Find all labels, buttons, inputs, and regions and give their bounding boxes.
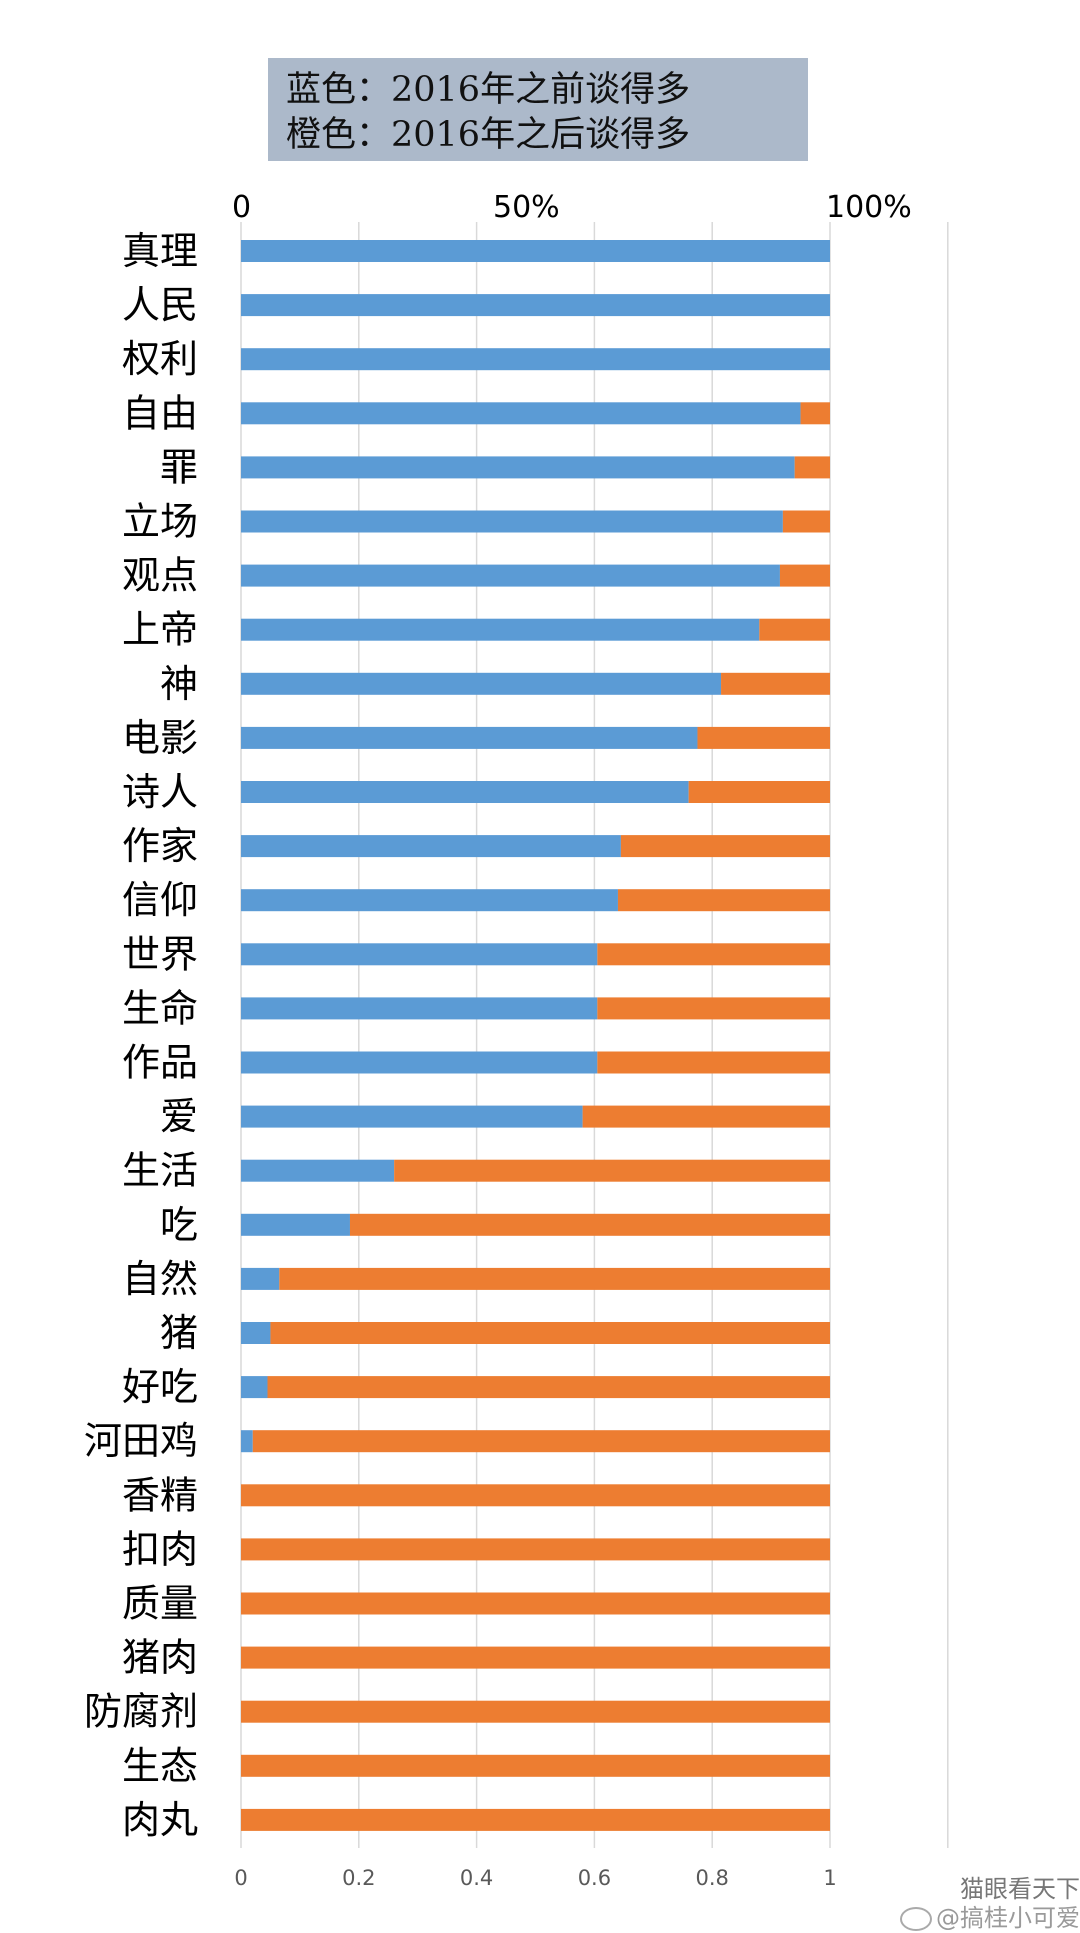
category-label: 真理 [122, 229, 198, 273]
watermark-handle: @搞桂小可爱 [936, 1904, 1080, 1932]
category-label: 自由 [122, 391, 198, 435]
bar-after [241, 1700, 830, 1723]
legend-before: 蓝色：2016年之前谈得多 [286, 70, 691, 110]
bar-before [241, 672, 722, 695]
category-label: 猪 [160, 1311, 198, 1355]
category-label: 河田鸡 [84, 1419, 198, 1463]
category-label: 生态 [122, 1744, 198, 1788]
bar-after [721, 672, 830, 695]
bar-after [800, 402, 830, 425]
bar-before [241, 240, 830, 262]
category-label: 香精 [122, 1473, 198, 1517]
category-label: 作家 [122, 824, 198, 868]
x-tick-label: 0 [234, 1866, 247, 1890]
bar-before [241, 889, 618, 912]
category-label: 诗人 [122, 770, 198, 814]
bar-after [241, 1484, 830, 1507]
bar-after [394, 1159, 830, 1182]
bar-after [241, 1754, 830, 1777]
bar-before [241, 997, 598, 1020]
bar-after [252, 1430, 830, 1453]
category-label: 立场 [122, 500, 198, 544]
x-tick-label: 0.4 [460, 1866, 493, 1890]
bar-before [241, 1267, 280, 1290]
category-label: 电影 [122, 716, 198, 760]
category-label: 神 [160, 662, 198, 706]
bar-before [241, 1322, 271, 1344]
category-label: 好吃 [122, 1365, 198, 1409]
bar-after [779, 564, 830, 587]
bar-before [241, 1376, 268, 1399]
category-label: 生活 [122, 1149, 198, 1193]
category-label: 肉丸 [122, 1798, 198, 1842]
category-label: 观点 [122, 554, 198, 598]
category-label: 猪肉 [122, 1636, 198, 1680]
bar-before [241, 1159, 395, 1182]
bar-before [241, 943, 598, 966]
watermark-title: 猫眼看天下 [960, 1875, 1080, 1903]
bar-after [782, 510, 830, 533]
bar-before [241, 835, 621, 858]
bar-before [241, 781, 689, 803]
weibo-icon [900, 1907, 932, 1931]
category-label: 作品 [122, 1041, 198, 1085]
bar-before [241, 294, 830, 317]
bar-after [241, 1592, 830, 1615]
bar-before [241, 1430, 253, 1453]
bar-after [697, 726, 830, 749]
watermark: 猫眼看天下 @搞桂小可爱 [865, 1875, 1080, 1933]
bar-after [620, 835, 830, 858]
category-label: 权利 [122, 337, 198, 381]
bar-after [241, 1808, 830, 1831]
category-label: 世界 [122, 932, 198, 976]
category-label: 人民 [122, 283, 198, 327]
category-label: 吃 [160, 1203, 198, 1247]
bar-after [267, 1376, 830, 1399]
bar-before [241, 726, 698, 749]
bar-after [597, 997, 830, 1020]
bar-after [270, 1322, 830, 1344]
bar-before [241, 1213, 350, 1236]
category-label: 罪 [160, 445, 198, 489]
category-label: 质量 [122, 1582, 198, 1626]
bar-before [241, 348, 830, 371]
category-label: 信仰 [122, 878, 198, 922]
top-tick-50: 50% [493, 190, 560, 225]
legend-box: 蓝色：2016年之前谈得多 橙色：2016年之后谈得多 [268, 58, 808, 161]
bar-after [241, 1646, 830, 1669]
bar-before [241, 618, 760, 641]
bar-after [597, 943, 830, 966]
bar-before [241, 402, 801, 425]
category-label: 扣肉 [122, 1527, 198, 1571]
x-tick-label: 1 [823, 1866, 836, 1890]
bar-after [759, 618, 830, 641]
x-tick-label: 0.8 [695, 1866, 728, 1890]
x-tick-label: 0.2 [342, 1866, 375, 1890]
bar-after [688, 781, 830, 803]
bar-after [241, 1538, 830, 1561]
bar-after [794, 456, 830, 479]
category-label: 防腐剂 [84, 1690, 198, 1734]
bar-before [241, 456, 795, 479]
category-label: 上帝 [122, 608, 198, 652]
top-tick-0: 0 [232, 190, 252, 225]
bar-before [241, 510, 783, 533]
category-label: 生命 [122, 986, 198, 1030]
legend-after: 橙色：2016年之后谈得多 [286, 115, 691, 155]
category-label: 爱 [160, 1095, 198, 1139]
bar-before [241, 564, 780, 587]
top-tick-100: 100% [826, 190, 912, 225]
bar-after [582, 1105, 830, 1128]
bar-before [241, 1051, 598, 1074]
x-tick-label: 0.6 [578, 1866, 611, 1890]
bar-after [597, 1051, 830, 1074]
category-label: 自然 [122, 1257, 198, 1301]
bar-after [279, 1267, 830, 1290]
bar-before [241, 1105, 583, 1128]
bar-after [617, 889, 830, 912]
bar-after [349, 1213, 830, 1236]
